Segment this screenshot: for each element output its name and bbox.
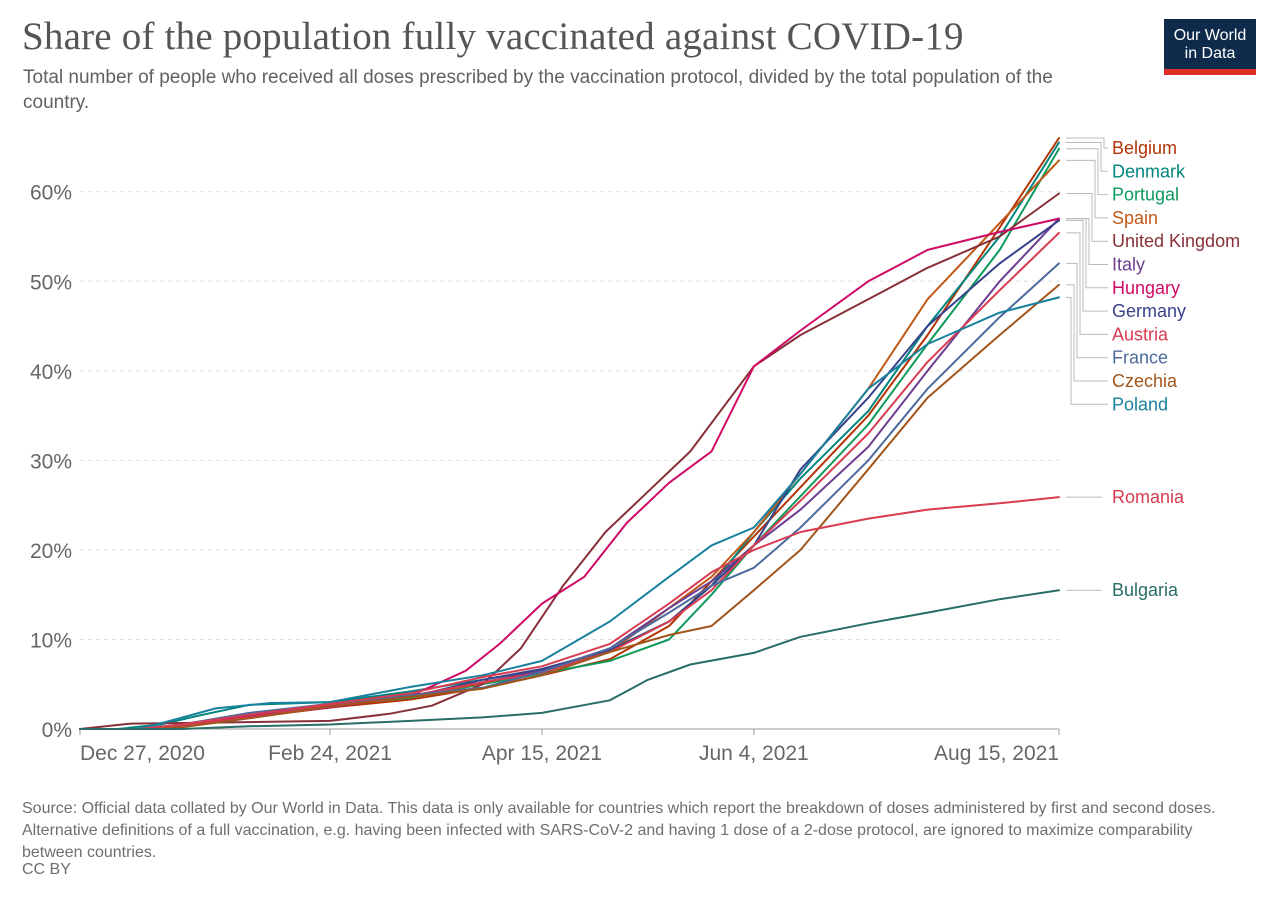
x-tick-label: Dec 27, 2020 — [80, 742, 205, 765]
series-line-denmark[interactable] — [79, 141, 1060, 730]
grid-lines — [80, 191, 1059, 640]
owid-logo[interactable]: Our World in Data — [1164, 19, 1256, 75]
y-tick-label: 50% — [30, 271, 72, 294]
legend-label[interactable]: Italy — [1112, 255, 1145, 275]
x-axis: Dec 27, 2020 Feb 24, 2021 Apr 15, 2021 Jun … — [79, 728, 1060, 765]
legend-label[interactable]: Bulgaria — [1112, 580, 1179, 600]
legend-connector — [1066, 232, 1108, 335]
x-tick-label: Aug 15, 2021 — [934, 742, 1059, 765]
series-line-belgium[interactable] — [79, 137, 1060, 730]
series-line-romania[interactable] — [79, 496, 1060, 730]
series-line-czechia[interactable] — [79, 283, 1060, 730]
license-link[interactable]: CC BY — [22, 861, 71, 878]
legend-connector — [1066, 193, 1108, 242]
y-tick-label: 0% — [42, 719, 72, 742]
legend-label[interactable]: France — [1112, 348, 1168, 368]
series-line-france[interactable] — [79, 262, 1060, 730]
y-tick-label: 30% — [30, 450, 72, 473]
series-line-germany[interactable] — [79, 219, 1060, 730]
chart-subtitle: Total number of people who received all … — [23, 67, 1053, 113]
y-tick-label: 20% — [30, 540, 72, 563]
x-tick-label: Jun 4, 2021 — [699, 742, 809, 765]
legend-connector — [1066, 284, 1108, 382]
legend-connector — [1066, 296, 1108, 405]
legend-label[interactable]: Austria — [1112, 324, 1169, 344]
series-line-bulgaria[interactable] — [79, 589, 1060, 730]
legend-connector — [1066, 148, 1108, 196]
series-lines — [79, 137, 1060, 730]
legend-connector — [1066, 159, 1108, 219]
legend-label[interactable]: United Kingdom — [1112, 231, 1240, 251]
legend-label[interactable]: Denmark — [1112, 161, 1186, 181]
logo-accent-bar — [1164, 69, 1256, 75]
logo-line-2: in Data — [1184, 45, 1236, 62]
legend-label[interactable]: Belgium — [1112, 138, 1177, 158]
legend-label[interactable]: Germany — [1112, 301, 1186, 321]
series-line-poland[interactable] — [79, 296, 1060, 730]
legend-label[interactable]: Czechia — [1112, 371, 1178, 391]
legend-label[interactable]: Spain — [1112, 208, 1158, 228]
series-line-united-kingdom[interactable] — [79, 192, 1060, 730]
legend-label[interactable]: Poland — [1112, 394, 1168, 414]
legend-label[interactable]: Portugal — [1112, 185, 1179, 205]
legend: Belgium Denmark Portugal Spain United Kingdo… — [1066, 137, 1240, 600]
series-line-portugal[interactable] — [79, 147, 1060, 730]
legend-connector — [1066, 218, 1108, 289]
x-tick-label: Feb 24, 2021 — [268, 742, 392, 765]
legend-connector — [1066, 142, 1108, 172]
series-line-italy[interactable] — [79, 217, 1060, 730]
logo-line-1: Our World — [1173, 27, 1247, 44]
legend-label[interactable]: Romania — [1112, 487, 1185, 507]
chart-title: Share of the population fully vaccinated… — [22, 15, 964, 58]
series-line-spain[interactable] — [79, 159, 1060, 730]
legend-connector — [1066, 137, 1108, 149]
legend-label[interactable]: Hungary — [1112, 278, 1180, 298]
x-tick-label: Apr 15, 2021 — [482, 742, 602, 765]
y-tick-label: 10% — [30, 629, 72, 652]
legend-connector — [1066, 219, 1108, 312]
series-line-austria[interactable] — [79, 231, 1060, 730]
y-axis-ticks: 0% 10% 20% 30% 40% 50% 60% — [30, 182, 72, 742]
y-tick-label: 40% — [30, 361, 72, 384]
legend-connector — [1066, 262, 1108, 359]
source-note: Source: Official data collated by Our Wo… — [22, 800, 1216, 861]
series-line-hungary[interactable] — [79, 217, 1060, 730]
y-tick-label: 60% — [30, 182, 72, 205]
